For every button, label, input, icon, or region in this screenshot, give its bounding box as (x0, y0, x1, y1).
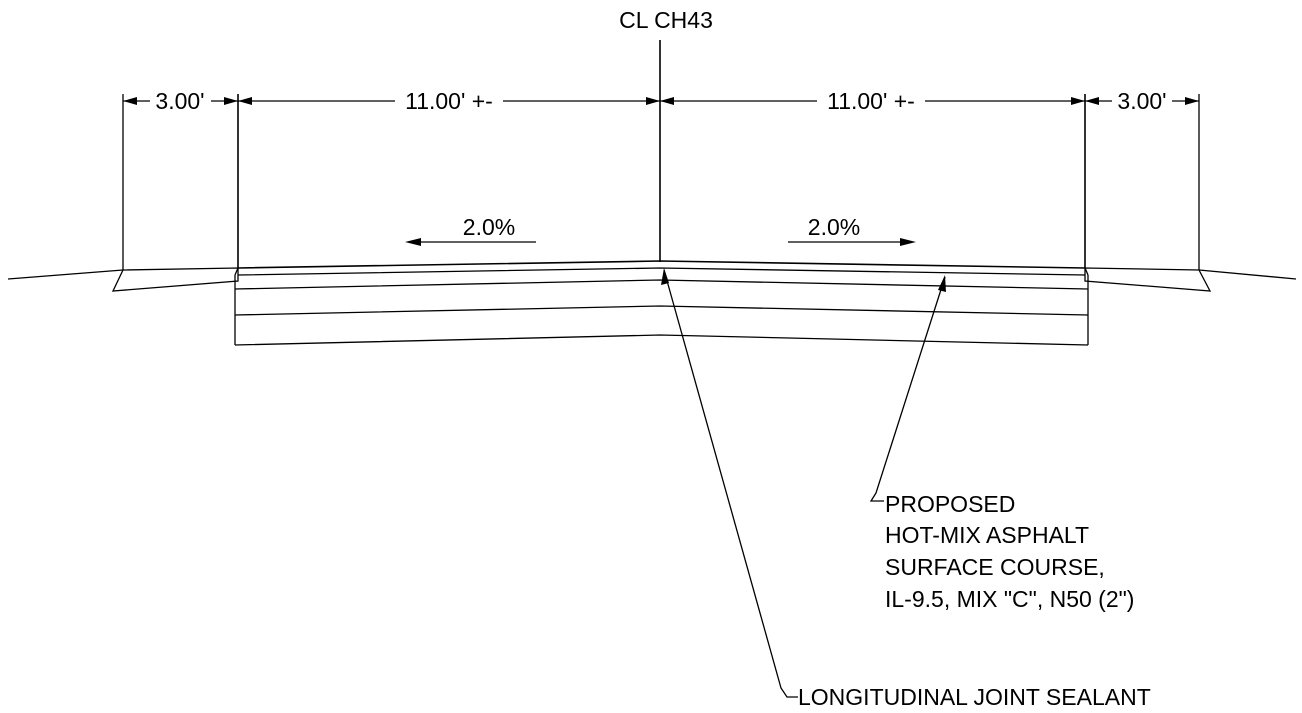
slope-right-arrowhead (900, 238, 916, 246)
joint-sealant-leader-arrowhead (661, 268, 669, 285)
joint-sealant-label: LONGITUDINAL JOINT SEALANT (798, 684, 1151, 710)
arrowhead (238, 97, 252, 105)
arrowhead (1085, 97, 1099, 105)
slope-left-arrowhead (405, 238, 421, 246)
arrowhead (1071, 97, 1085, 105)
dimension-extension-lines (122, 94, 1200, 270)
arrowhead (224, 97, 238, 105)
callout-line: PROPOSED (885, 491, 1015, 517)
shoulder-left (111, 267, 239, 292)
surface-course-bottom (237, 267, 1086, 276)
surface-course-top (237, 260, 1086, 269)
slope-left-label: 2.0% (463, 214, 515, 240)
dimension-right-shoulder: 3.00' (1117, 88, 1166, 114)
shoulder-right (1084, 267, 1212, 292)
arrowhead (660, 97, 674, 105)
dimension-left-shoulder: 3.00' (155, 88, 204, 114)
dimension-arrowheads (123, 97, 1199, 105)
subbase-bottom (234, 334, 1089, 346)
surface-course-callout: PROPOSED HOT-MIX ASPHALT SURFACE COURSE,… (885, 491, 1134, 612)
surface-course-leader (869, 276, 946, 502)
callout-line: SURFACE COURSE, (885, 554, 1105, 580)
pavement-layers (234, 260, 1089, 346)
ground-line-left (7, 269, 124, 280)
ground-line-right (1198, 269, 1297, 280)
arrowhead (1185, 97, 1199, 105)
slope-right-label: 2.0% (808, 214, 860, 240)
dimension-right-lane: 11.00' +- (827, 88, 915, 114)
arrowhead (123, 97, 137, 105)
callout-line: HOT-MIX ASPHALT (885, 522, 1089, 548)
arrowhead (646, 97, 660, 105)
centerline-label: CL CH43 (619, 7, 713, 33)
dimension-left-lane: 11.00' +- (405, 88, 493, 114)
surface-course-leader-arrowhead (938, 275, 946, 292)
callout-line: IL-9.5, MIX "C", N50 (2") (885, 586, 1134, 612)
joint-sealant-leader (663, 269, 798, 698)
base-course-line (234, 305, 1089, 316)
